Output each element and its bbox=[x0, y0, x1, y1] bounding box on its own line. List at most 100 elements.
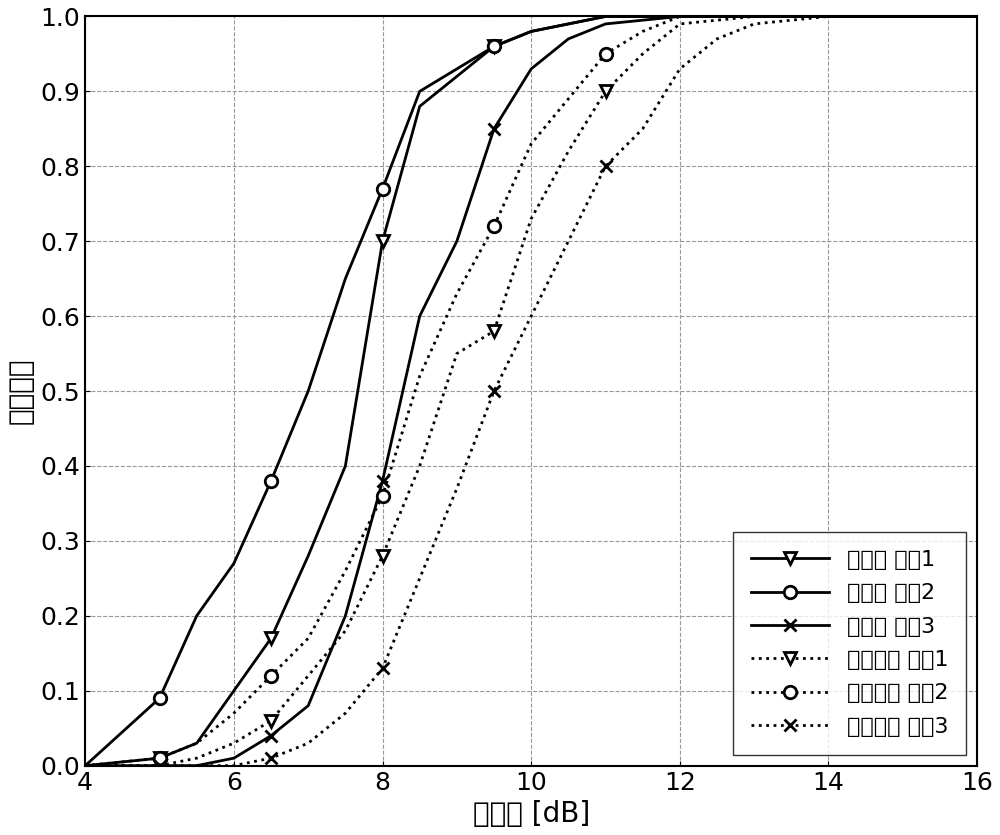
本发明 目标2 bbox=[897, 12, 909, 22]
原有方法 目标1 bbox=[525, 214, 537, 224]
本发明 目标2 bbox=[339, 274, 351, 284]
原有方法 目标2 bbox=[265, 671, 277, 681]
原有方法 目标1 bbox=[822, 12, 834, 22]
本发明 目标3 bbox=[191, 761, 203, 771]
原有方法 目标3 bbox=[228, 761, 240, 771]
原有方法 目标3 bbox=[748, 19, 760, 29]
原有方法 目标3 bbox=[674, 64, 686, 74]
Line: 原有方法 目标1: 原有方法 目标1 bbox=[85, 17, 977, 766]
原有方法 目标2 bbox=[154, 753, 166, 763]
本发明 目标3 bbox=[897, 12, 909, 22]
本发明 目标3 bbox=[488, 124, 500, 134]
Y-axis label: 检测概率: 检测概率 bbox=[7, 357, 35, 424]
本发明 目标2 bbox=[302, 386, 314, 396]
原有方法 目标2 bbox=[822, 12, 834, 22]
本发明 目标3 bbox=[822, 12, 834, 22]
原有方法 目标2 bbox=[674, 12, 686, 22]
本发明 目标1 bbox=[748, 12, 760, 22]
原有方法 目标3 bbox=[191, 761, 203, 771]
原有方法 目标3 bbox=[414, 574, 426, 584]
Line: 本发明 目标1: 本发明 目标1 bbox=[85, 17, 977, 766]
原有方法 目标1 bbox=[414, 461, 426, 471]
原有方法 目标1 bbox=[191, 753, 203, 763]
本发明 目标3 bbox=[339, 610, 351, 620]
本发明 目标3 bbox=[265, 731, 277, 741]
本发明 目标1 bbox=[302, 551, 314, 561]
本发明 目标1 bbox=[154, 753, 166, 763]
本发明 目标1 bbox=[600, 12, 612, 22]
原有方法 目标1 bbox=[488, 326, 500, 337]
Line: 本发明 目标3: 本发明 目标3 bbox=[85, 17, 977, 766]
原有方法 目标3 bbox=[822, 12, 834, 22]
本发明 目标2 bbox=[451, 64, 463, 74]
原有方法 目标1 bbox=[228, 738, 240, 748]
本发明 目标1 bbox=[414, 101, 426, 111]
原有方法 目标2 bbox=[525, 139, 537, 149]
原有方法 目标1 bbox=[451, 348, 463, 358]
原有方法 目标2 bbox=[451, 289, 463, 299]
本发明 目标2 bbox=[414, 86, 426, 96]
本发明 目标3 bbox=[748, 12, 760, 22]
原有方法 目标1 bbox=[265, 716, 277, 726]
本发明 目标3 bbox=[971, 12, 983, 22]
本发明 目标3 bbox=[377, 476, 389, 486]
原有方法 目标3 bbox=[451, 483, 463, 493]
本发明 目标3 bbox=[525, 64, 537, 74]
本发明 目标2 bbox=[377, 184, 389, 194]
本发明 目标1 bbox=[525, 27, 537, 37]
本发明 目标1 bbox=[79, 761, 91, 771]
本发明 目标1 bbox=[377, 236, 389, 246]
本发明 目标2 bbox=[265, 476, 277, 486]
原有方法 目标3 bbox=[600, 161, 612, 171]
本发明 目标2 bbox=[525, 27, 537, 37]
本发明 目标1 bbox=[191, 738, 203, 748]
原有方法 目标2 bbox=[897, 12, 909, 22]
Line: 本发明 目标2: 本发明 目标2 bbox=[85, 17, 977, 766]
原有方法 目标2 bbox=[748, 12, 760, 22]
本发明 目标1 bbox=[674, 12, 686, 22]
原有方法 目标1 bbox=[600, 86, 612, 96]
本发明 目标2 bbox=[600, 12, 612, 22]
本发明 目标3 bbox=[600, 19, 612, 29]
本发明 目标2 bbox=[971, 12, 983, 22]
X-axis label: 信噪比 [dB]: 信噪比 [dB] bbox=[473, 800, 590, 828]
本发明 目标2 bbox=[79, 761, 91, 771]
本发明 目标2 bbox=[748, 12, 760, 22]
本发明 目标1 bbox=[451, 71, 463, 81]
本发明 目标3 bbox=[562, 34, 574, 44]
本发明 目标2 bbox=[674, 12, 686, 22]
本发明 目标2 bbox=[488, 42, 500, 52]
本发明 目标3 bbox=[228, 753, 240, 763]
原有方法 目标3 bbox=[302, 738, 314, 748]
原有方法 目标1 bbox=[154, 761, 166, 771]
原有方法 目标1 bbox=[79, 761, 91, 771]
原有方法 目标2 bbox=[79, 761, 91, 771]
本发明 目标2 bbox=[154, 693, 166, 703]
原有方法 目标1 bbox=[971, 12, 983, 22]
本发明 目标3 bbox=[414, 311, 426, 321]
原有方法 目标2 bbox=[228, 708, 240, 718]
原有方法 目标3 bbox=[897, 12, 909, 22]
原有方法 目标2 bbox=[302, 633, 314, 643]
原有方法 目标1 bbox=[562, 146, 574, 156]
原有方法 目标2 bbox=[971, 12, 983, 22]
原有方法 目标1 bbox=[377, 551, 389, 561]
Line: 原有方法 目标3: 原有方法 目标3 bbox=[85, 17, 977, 766]
原有方法 目标3 bbox=[525, 311, 537, 321]
原有方法 目标1 bbox=[339, 625, 351, 635]
本发明 目标3 bbox=[674, 12, 686, 22]
原有方法 目标2 bbox=[488, 221, 500, 231]
本发明 目标3 bbox=[451, 236, 463, 246]
本发明 目标1 bbox=[339, 461, 351, 471]
原有方法 目标2 bbox=[562, 94, 574, 104]
原有方法 目标3 bbox=[79, 761, 91, 771]
原有方法 目标3 bbox=[488, 386, 500, 396]
本发明 目标3 bbox=[79, 761, 91, 771]
原有方法 目标1 bbox=[897, 12, 909, 22]
原有方法 目标3 bbox=[265, 753, 277, 763]
原有方法 目标3 bbox=[971, 12, 983, 22]
原有方法 目标1 bbox=[637, 49, 649, 59]
原有方法 目标3 bbox=[562, 236, 574, 246]
原有方法 目标2 bbox=[637, 27, 649, 37]
本发明 目标1 bbox=[228, 686, 240, 696]
